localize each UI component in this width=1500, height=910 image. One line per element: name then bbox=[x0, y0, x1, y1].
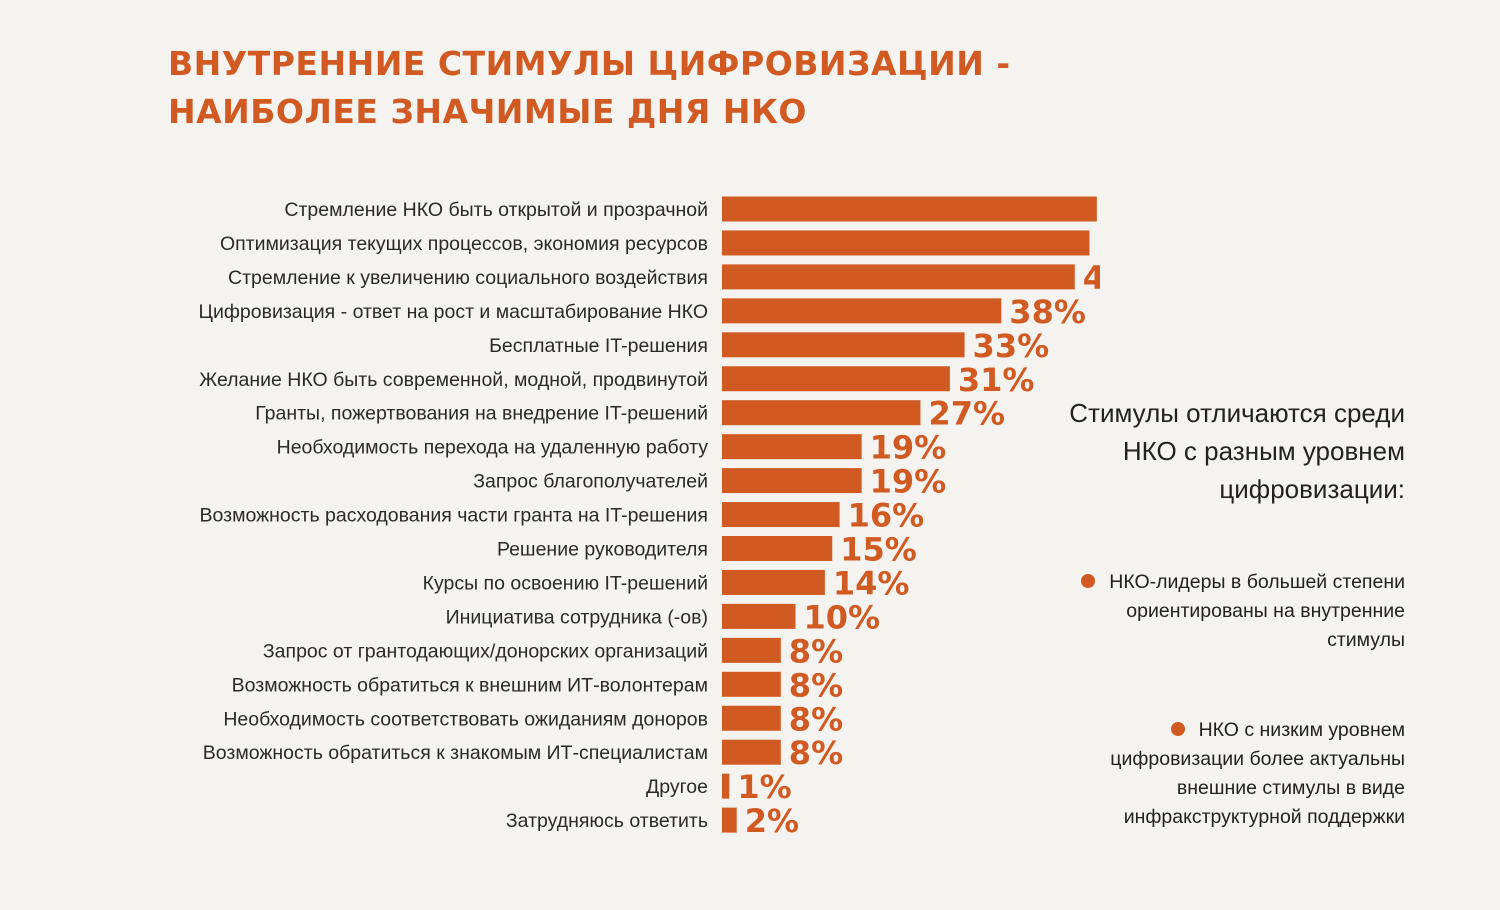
category-label: Бесплатные IT-решения bbox=[489, 335, 708, 357]
bar bbox=[722, 230, 1090, 256]
bar-chart: Стремление НКО быть открытой и прозрачно… bbox=[199, 196, 1101, 840]
value-label: 2% bbox=[745, 802, 799, 840]
bar bbox=[722, 773, 730, 799]
value-label: 15% bbox=[840, 531, 917, 569]
bar bbox=[722, 637, 781, 663]
bar bbox=[722, 434, 862, 460]
bar bbox=[722, 332, 965, 358]
bar bbox=[722, 739, 781, 765]
category-label: Оптимизация текущих процессов, экономия … bbox=[220, 233, 708, 255]
category-label: Затрудняюсь ответить bbox=[506, 810, 708, 832]
bar bbox=[722, 807, 737, 833]
bullet-dot-icon bbox=[1081, 574, 1096, 588]
value-label: 8% bbox=[789, 632, 843, 670]
category-label: Необходимость соответствовать ожиданиям … bbox=[223, 708, 708, 730]
category-label: Гранты, пожертвования на внедрение IT-ре… bbox=[255, 403, 708, 425]
side-panel-heading: Стимулы отличаются среди НКО с разным ур… bbox=[1069, 398, 1405, 504]
category-label: Возможность обратиться к внешним ИТ-воло… bbox=[232, 674, 708, 696]
category-label: Решение руководителя bbox=[497, 539, 708, 561]
category-label: Возможность обратиться к знакомым ИТ-спе… bbox=[203, 742, 708, 764]
chart-title: ВНУТРЕННИЕ СТИМУЛЫ ЦИФРОВИЗАЦИИ - НАИБОЛ… bbox=[168, 44, 1011, 131]
side-note-leaders: НКО-лидеры в большей степени ориентирова… bbox=[1045, 568, 1405, 655]
category-label: Желание НКО быть современной, модной, пр… bbox=[199, 369, 708, 391]
bar bbox=[722, 502, 840, 528]
category-label: Возможность расходования части гранта на… bbox=[200, 505, 708, 527]
bar bbox=[722, 366, 950, 392]
bar bbox=[722, 671, 781, 697]
value-label: 10% bbox=[804, 598, 881, 636]
bar bbox=[722, 603, 796, 629]
value-label: 27% bbox=[928, 395, 1005, 433]
category-label: Стремление НКО быть открытой и прозрачно… bbox=[284, 199, 708, 221]
side-note-text: НКО-лидеры в большей степени ориентирова… bbox=[1109, 571, 1405, 651]
bar bbox=[722, 196, 1097, 222]
value-label: 8% bbox=[789, 666, 843, 704]
bar bbox=[722, 536, 833, 561]
bullet-dot-icon bbox=[1170, 722, 1185, 736]
category-label: Необходимость перехода на удаленную рабо… bbox=[277, 437, 709, 459]
category-label: Инициатива сотрудника (-ов) bbox=[446, 606, 708, 628]
category-label: Стремление к увеличению социального возд… bbox=[228, 267, 708, 289]
bar bbox=[722, 298, 1002, 324]
side-note-text: НКО с низким уровнем цифровизации более … bbox=[1110, 719, 1405, 828]
value-label: 33% bbox=[973, 327, 1050, 365]
value-label: 16% bbox=[848, 497, 925, 535]
value-label: 50% bbox=[1098, 225, 1101, 263]
category-label: Запрос от грантодающих/донорских организ… bbox=[263, 640, 708, 662]
value-label: 19% bbox=[870, 463, 947, 501]
bar bbox=[722, 400, 921, 426]
value-label: 38% bbox=[1009, 293, 1086, 331]
value-label: 8% bbox=[789, 734, 843, 772]
bars-group: Стремление НКО быть открытой и прозрачно… bbox=[199, 196, 1101, 840]
category-label: Курсы по освоению IT-решений bbox=[423, 572, 708, 594]
category-label: Запрос благополучателей bbox=[473, 471, 708, 493]
bar bbox=[722, 264, 1075, 290]
bar bbox=[722, 569, 825, 595]
value-label: 19% bbox=[870, 429, 947, 467]
value-label: 1% bbox=[737, 768, 791, 806]
bar bbox=[722, 705, 781, 731]
category-label: Цифровизация - ответ на рост и масштабир… bbox=[199, 301, 708, 323]
value-label: 8% bbox=[789, 700, 843, 738]
bar bbox=[722, 468, 862, 494]
value-label: 48% bbox=[1083, 259, 1100, 297]
value-label: 14% bbox=[833, 564, 910, 602]
category-label: Другое bbox=[646, 776, 708, 798]
value-label: 31% bbox=[958, 361, 1035, 399]
side-note-low-digital: НКО с низким уровнем цифровизации более … bbox=[1045, 716, 1405, 832]
